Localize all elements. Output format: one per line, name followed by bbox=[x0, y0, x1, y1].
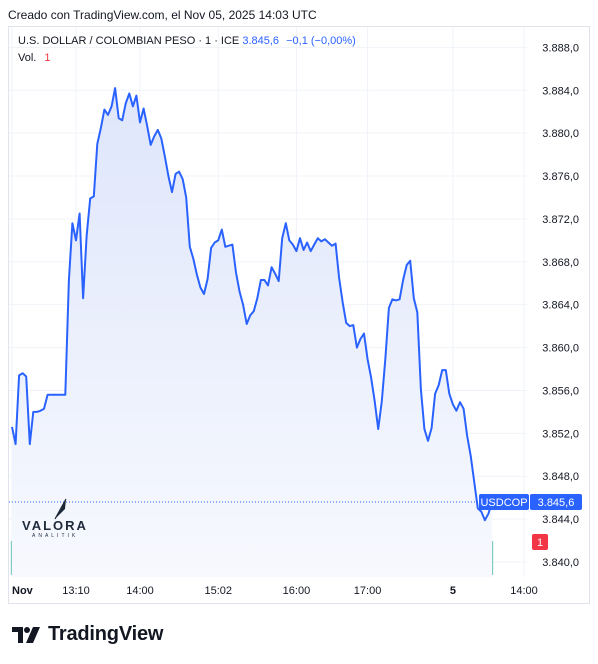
tradingview-mark-icon bbox=[12, 626, 40, 643]
symbol-tag-box bbox=[479, 493, 529, 510]
valora-sub: ANALITIK bbox=[32, 533, 79, 539]
x-axis: Nov 13:10 14:00 15:02 16:00 17:00 5 14:00 bbox=[12, 585, 538, 597]
volume-tag-box bbox=[532, 534, 548, 550]
valora-watermark: VALORA ANALITIK bbox=[22, 497, 102, 541]
x-tick-label: 13:10 bbox=[62, 585, 90, 597]
y-tick-label: 3.864,0 bbox=[542, 300, 579, 312]
price-area-fill bbox=[12, 88, 492, 577]
price-tags: USDCOP 3.845,6 1 bbox=[9, 493, 582, 550]
last-price-tag-label: 3.845,6 bbox=[538, 497, 575, 509]
volume-legend: Vol. 1 bbox=[18, 52, 50, 64]
price-line bbox=[11, 87, 493, 522]
symbol-tag-label: USDCOP bbox=[480, 497, 527, 509]
y-tick-label: 3.852,0 bbox=[542, 428, 579, 440]
y-tick-label: 3.884,0 bbox=[542, 85, 579, 97]
created-with-caption: Creado con TradingView.com, el Nov 05, 2… bbox=[8, 8, 317, 22]
volume-value: 1 bbox=[44, 52, 51, 64]
volume-tag-label: 1 bbox=[537, 537, 543, 549]
y-tick-label: 3.880,0 bbox=[542, 128, 579, 140]
x-tick-label: 15:02 bbox=[204, 585, 232, 597]
y-tick-label: 3.840,0 bbox=[542, 557, 579, 569]
price-area bbox=[11, 87, 493, 577]
last-price-tag-box bbox=[530, 493, 582, 510]
tradingview-logo[interactable]: TradingView bbox=[12, 623, 163, 646]
y-tick-label: 3.876,0 bbox=[542, 171, 579, 183]
y-tick-label: 3.844,0 bbox=[542, 514, 579, 526]
last-price-value: 3.845,6 bbox=[242, 35, 280, 47]
x-tick-label: 5 bbox=[450, 585, 456, 597]
y-tick-label: 3.872,0 bbox=[542, 214, 579, 226]
valora-feather-icon bbox=[54, 498, 67, 520]
price-change: −0,1 (−0,00%) bbox=[286, 35, 356, 47]
y-tick-label: 3.868,0 bbox=[542, 257, 579, 269]
x-tick-label: 14:00 bbox=[126, 585, 154, 597]
x-tick-label: 16:00 bbox=[283, 585, 311, 597]
symbol-title: U.S. DOLLAR / COLOMBIAN PESO · 1 · ICE bbox=[18, 35, 240, 47]
y-tick-label: 3.856,0 bbox=[542, 385, 579, 397]
tradingview-wordmark: TradingView bbox=[48, 623, 164, 645]
x-tick-label: 17:00 bbox=[354, 585, 382, 597]
x-tick-label: 14:00 bbox=[510, 585, 538, 597]
y-tick-label: 3.888,0 bbox=[542, 42, 579, 54]
x-tick-label: Nov bbox=[12, 585, 34, 597]
chart-legend: U.S. DOLLAR / COLOMBIAN PESO · 1 · ICE 3… bbox=[18, 35, 356, 47]
valora-name: VALORA bbox=[22, 518, 88, 533]
y-tick-label: 3.848,0 bbox=[542, 471, 579, 483]
volume-label: Vol. bbox=[18, 52, 37, 64]
y-tick-label: 3.860,0 bbox=[542, 343, 579, 355]
chart-frame bbox=[8, 26, 590, 604]
y-axis: 3.888,0 3.884,0 3.880,0 3.876,0 3.872,0 3.868… bbox=[542, 42, 579, 569]
